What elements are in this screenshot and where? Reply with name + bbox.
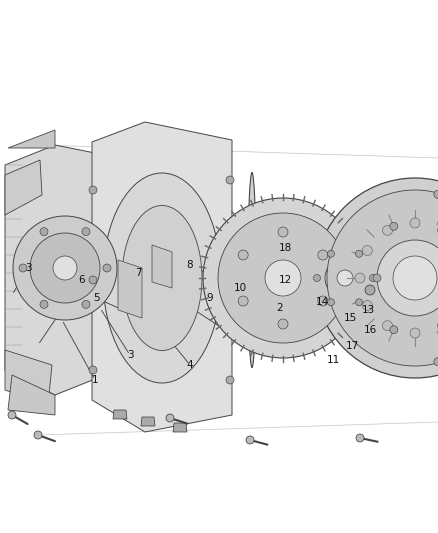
Text: 14: 14 [315,297,328,307]
Text: 3: 3 [127,350,133,360]
Polygon shape [152,245,172,288]
Circle shape [53,256,77,280]
Polygon shape [5,350,52,405]
Text: 3: 3 [25,263,31,273]
Circle shape [34,431,42,439]
Circle shape [89,366,97,374]
Text: 5: 5 [93,293,99,303]
Ellipse shape [327,190,438,366]
Circle shape [226,176,234,184]
Polygon shape [113,410,127,419]
Circle shape [382,321,392,330]
Text: 2: 2 [277,303,283,313]
Circle shape [382,225,392,236]
Polygon shape [92,122,232,432]
Circle shape [434,358,438,366]
Circle shape [30,233,100,303]
Circle shape [82,228,90,236]
Circle shape [362,301,372,311]
Text: 16: 16 [364,325,377,335]
Circle shape [13,216,117,320]
Circle shape [19,264,27,272]
Circle shape [238,250,248,260]
Circle shape [410,328,420,338]
Circle shape [278,319,288,329]
Text: 15: 15 [343,313,357,323]
Circle shape [356,251,363,257]
Circle shape [390,326,398,334]
Circle shape [373,274,381,282]
Circle shape [410,218,420,228]
Ellipse shape [325,258,365,298]
Ellipse shape [265,260,301,296]
Ellipse shape [122,206,202,351]
Ellipse shape [393,256,437,300]
Ellipse shape [248,173,256,367]
Circle shape [362,246,372,255]
Circle shape [318,250,328,260]
Polygon shape [141,417,155,426]
Text: 6: 6 [79,275,85,285]
Text: 13: 13 [361,305,374,315]
Circle shape [238,296,248,306]
Polygon shape [118,260,142,318]
Circle shape [314,274,321,281]
Ellipse shape [377,240,438,316]
Text: 11: 11 [326,355,339,365]
Circle shape [328,251,335,257]
Ellipse shape [390,203,438,353]
Text: 12: 12 [279,275,292,285]
Circle shape [278,227,288,237]
Text: 10: 10 [233,283,247,293]
Circle shape [82,301,90,309]
Circle shape [328,299,335,306]
Ellipse shape [337,270,353,286]
Circle shape [365,285,375,295]
Polygon shape [8,375,55,415]
Ellipse shape [310,243,380,313]
Circle shape [356,299,363,306]
Polygon shape [8,130,55,148]
Text: 4: 4 [187,360,193,370]
Circle shape [390,222,398,230]
Circle shape [40,301,48,309]
Text: 8: 8 [187,260,193,270]
Circle shape [318,296,328,306]
Text: 9: 9 [207,293,213,303]
Circle shape [355,273,365,283]
Text: 17: 17 [346,341,359,351]
Polygon shape [5,160,42,215]
Circle shape [226,376,234,384]
Text: 7: 7 [135,268,141,278]
Polygon shape [173,423,187,432]
Ellipse shape [103,173,221,383]
Ellipse shape [218,213,348,343]
Text: 18: 18 [279,243,292,253]
Ellipse shape [365,178,438,378]
Circle shape [103,264,111,272]
Circle shape [8,411,16,419]
Circle shape [89,186,97,194]
Circle shape [166,414,174,422]
Circle shape [89,276,97,284]
Circle shape [356,434,364,442]
Ellipse shape [315,178,438,378]
Polygon shape [5,145,105,395]
Circle shape [246,436,254,444]
Circle shape [370,274,377,281]
Ellipse shape [203,198,363,358]
Text: 1: 1 [92,375,98,385]
Circle shape [40,228,48,236]
Circle shape [434,190,438,198]
